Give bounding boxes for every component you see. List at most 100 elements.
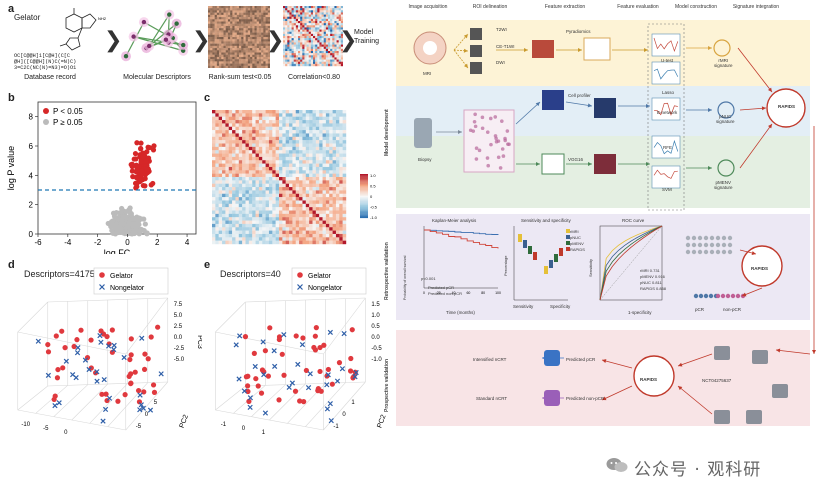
heat-cell <box>328 44 331 47</box>
heat-cell <box>325 120 330 124</box>
heat-cell <box>235 230 239 235</box>
heat-cell <box>305 143 310 148</box>
heat-cell <box>262 143 266 148</box>
heat-cell <box>263 45 266 49</box>
heat-cell <box>323 12 327 15</box>
heat-cell <box>254 48 257 51</box>
heat-cell <box>245 146 250 151</box>
heat-cell <box>295 51 299 54</box>
mri-slice-thumb <box>470 45 482 57</box>
heat-cell <box>232 180 236 184</box>
heat-cell <box>216 10 220 13</box>
heat-cell <box>334 16 337 20</box>
pca-point-gelator <box>155 324 161 330</box>
heat-cell <box>325 173 330 178</box>
heat-cell <box>258 177 263 181</box>
heat-cell <box>255 126 260 131</box>
colorbar-segment <box>360 183 368 186</box>
heat-cell <box>299 133 303 137</box>
heat-cell <box>319 6 322 9</box>
heat-cell <box>212 21 215 24</box>
heat-cell <box>319 233 323 238</box>
roc-curve <box>599 225 663 301</box>
heat-cell <box>289 110 293 114</box>
heat-cell <box>227 19 231 22</box>
heat-cell <box>254 34 257 38</box>
volcano-point-nonsig <box>132 221 138 227</box>
heat-cell <box>336 48 339 52</box>
heat-cell <box>235 187 239 191</box>
heat-cell <box>287 18 290 22</box>
graph-node <box>147 43 152 49</box>
heat-cell <box>258 45 262 49</box>
heat-cell <box>225 220 229 225</box>
feature-plot-thumb <box>583 37 611 61</box>
heat-cell <box>317 59 320 62</box>
heat-cell <box>258 193 263 198</box>
seq-dwi: DWI <box>496 60 505 65</box>
heat-cell <box>285 38 288 41</box>
heat-cell <box>245 12 249 16</box>
sens-legend-swatch <box>566 241 570 245</box>
heat-cell <box>289 120 293 124</box>
heat-cell <box>258 120 263 124</box>
volcano-point-nonsig <box>110 218 116 224</box>
heat-cell <box>265 113 270 117</box>
heat-cell <box>287 25 290 28</box>
heat-cell <box>216 59 220 62</box>
heat-cell <box>228 143 233 148</box>
volcano-point-nonsig <box>141 216 147 222</box>
heat-cell <box>315 143 320 148</box>
heat-cell <box>267 54 270 58</box>
heat-cell <box>309 180 313 184</box>
heat-cell <box>335 120 340 124</box>
heat-cell <box>238 187 243 191</box>
heat-cell <box>236 12 240 16</box>
heat-cell <box>232 220 236 225</box>
heat-cell <box>304 18 307 22</box>
heat-cell <box>239 23 242 27</box>
heat-cell <box>238 110 243 114</box>
heat-cell <box>279 143 283 148</box>
panel-d-letter: d <box>8 259 15 271</box>
heat-cell <box>295 44 299 47</box>
heat-cell <box>293 55 297 58</box>
heat-cell <box>216 25 220 29</box>
heat-cell <box>332 177 337 181</box>
heat-cell <box>289 59 292 62</box>
heat-cell <box>292 237 296 241</box>
heat-cell <box>306 6 309 9</box>
heat-cell <box>332 223 337 228</box>
heat-cell <box>252 12 255 16</box>
heat-cell <box>312 187 317 191</box>
heat-cell <box>332 193 337 198</box>
heat-cell <box>332 12 335 15</box>
heat-cell <box>212 8 215 11</box>
heat-cell <box>221 65 224 68</box>
heat-cell <box>218 120 223 124</box>
heat-cell <box>315 53 318 56</box>
heat-cell <box>285 166 290 171</box>
heat-cell <box>291 8 294 11</box>
heat-cell <box>319 166 323 171</box>
heat-cell <box>309 210 313 215</box>
heat-cell <box>230 10 233 13</box>
heat-cell <box>299 203 303 208</box>
x-tick-label: -4 <box>64 238 72 247</box>
heat-cell <box>335 177 340 181</box>
y-tick-label: -5 <box>136 424 142 430</box>
heat-cell <box>245 63 249 66</box>
heat-cell <box>340 27 343 30</box>
heat-cell <box>228 170 233 174</box>
heat-cell <box>225 146 229 151</box>
heat-cell <box>210 17 213 20</box>
heat-cell <box>252 21 255 24</box>
heat-cell <box>228 166 233 171</box>
heat-cell <box>248 227 253 231</box>
volcano-point-sig <box>138 140 144 146</box>
heat-cell <box>225 130 229 134</box>
heat-cell <box>322 130 327 134</box>
heat-cell <box>265 223 270 228</box>
heat-cell <box>208 48 211 51</box>
heat-cell <box>330 23 333 26</box>
